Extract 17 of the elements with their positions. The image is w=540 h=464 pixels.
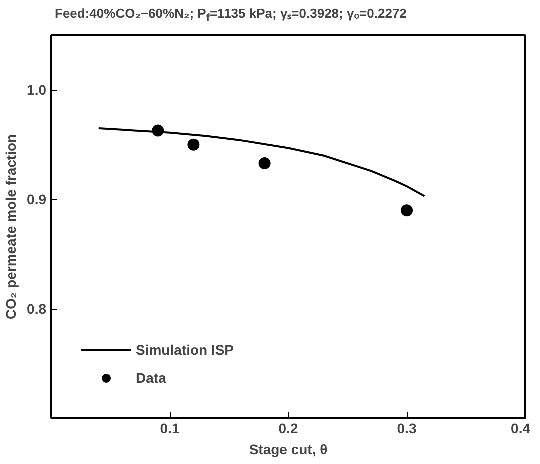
point (258, 158, 271, 170)
x-tick-label: 0.1 (160, 420, 180, 436)
line-series (98, 128, 426, 198)
chart-title: Feed:40%CO₂−60%N₂; P$_{f}$=1135 kPa; γₛ=0.3928; γₒ=0.2272 (55, 5, 407, 27)
legend-label: Simulation ISP (136, 342, 234, 358)
y-axis-title: CO₂ permeate mole fraction (3, 134, 20, 320)
y-tick-label: 0.9 (27, 192, 47, 208)
point (152, 124, 164, 137)
x-tick-label: 0.3 (397, 420, 417, 436)
y-tick-label: 1.0 (27, 82, 47, 98)
x-tick-label: 0.2 (278, 420, 298, 436)
point (188, 138, 200, 151)
x-axis-title: Stage cut, θ (249, 442, 328, 458)
x-tick-label: 0.4 (511, 420, 531, 436)
y-tick-label: 0.8 (27, 301, 47, 318)
point (401, 204, 413, 217)
legend-label: Data (136, 370, 166, 386)
